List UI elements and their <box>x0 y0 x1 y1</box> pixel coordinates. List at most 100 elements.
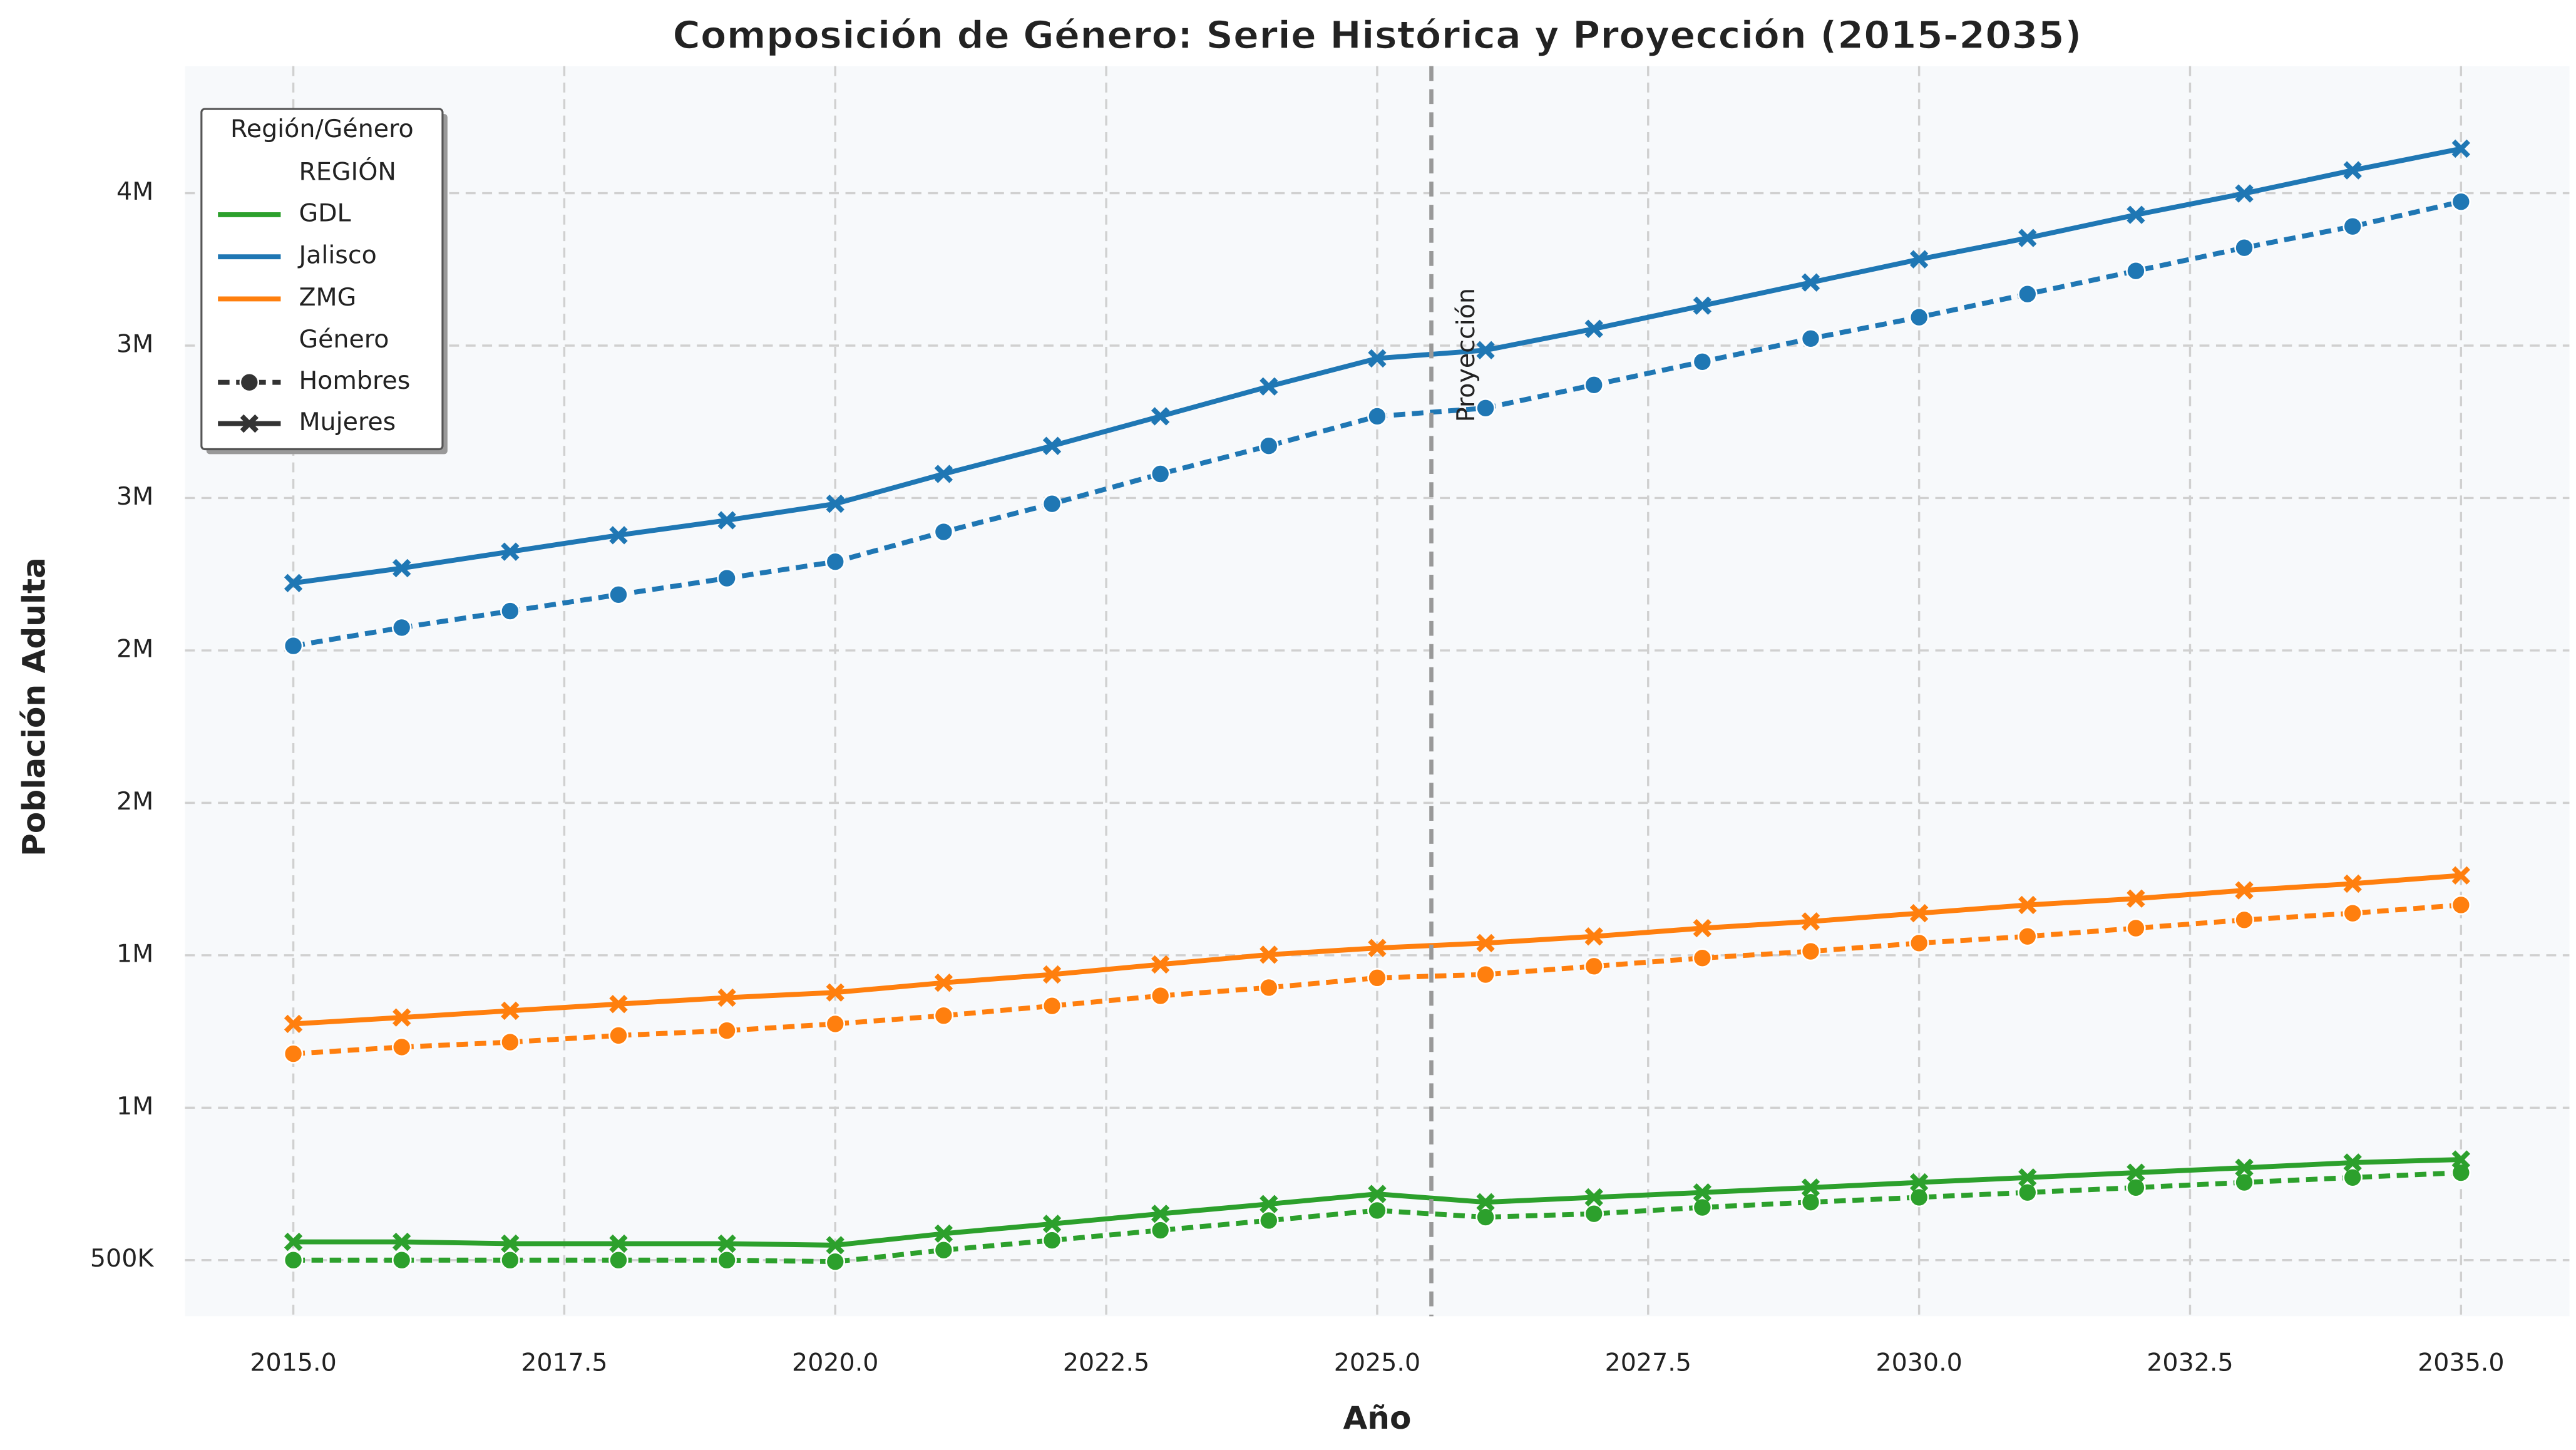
marker <box>284 1014 303 1034</box>
legend-header: Género <box>299 325 389 354</box>
marker <box>2018 1168 2037 1187</box>
marker <box>608 1026 629 1046</box>
marker <box>1368 1185 1387 1203</box>
marker <box>1584 319 1603 338</box>
marker <box>2018 895 2037 915</box>
marker <box>609 526 628 545</box>
marker <box>1150 1220 1171 1240</box>
marker <box>393 1008 411 1027</box>
legend-label: GDL <box>299 198 351 227</box>
marker <box>609 995 628 1014</box>
marker <box>1909 903 1929 923</box>
marker <box>1042 1215 1062 1233</box>
marker <box>1150 464 1171 484</box>
marker <box>393 1232 411 1252</box>
y-tick-label: 1M <box>116 939 153 968</box>
x-tick-label: 2020.0 <box>792 1348 878 1377</box>
marker <box>826 1236 844 1255</box>
marker <box>2451 866 2470 885</box>
marker <box>1258 977 1279 998</box>
marker <box>717 988 736 1007</box>
y-axis-label: Población Adulta <box>16 557 53 856</box>
marker <box>391 1250 412 1270</box>
chart-title: Composición de Género: Serie Histórica y… <box>672 14 2081 58</box>
x-tick-label: 2017.5 <box>521 1348 607 1377</box>
marker <box>1150 985 1171 1006</box>
marker <box>2235 881 2254 900</box>
marker <box>2451 1150 2470 1169</box>
marker <box>608 1250 629 1270</box>
x-tick-label: 2030.0 <box>1876 1348 1962 1377</box>
marker <box>1475 1207 1496 1227</box>
x-tick-label: 2027.5 <box>1605 1348 1691 1377</box>
marker <box>1800 941 1821 962</box>
marker <box>240 414 259 433</box>
marker <box>825 552 846 572</box>
marker <box>1042 493 1062 514</box>
projection-label: Proyección <box>1452 288 1480 422</box>
marker <box>283 1044 304 1064</box>
marker <box>391 617 412 638</box>
marker <box>934 465 953 483</box>
y-tick-label: 2M <box>116 634 153 663</box>
legend-label: Jalisco <box>297 241 376 270</box>
marker <box>609 1234 628 1253</box>
marker <box>2126 1178 2146 1198</box>
marker <box>2127 205 2145 224</box>
marker <box>2343 1153 2362 1172</box>
marker <box>717 1021 737 1041</box>
y-tick-label: 3M <box>116 482 153 511</box>
marker <box>1260 377 1278 396</box>
marker <box>934 973 953 992</box>
marker <box>2234 1172 2254 1193</box>
marker <box>825 1252 846 1272</box>
marker <box>1909 307 1929 327</box>
marker <box>2126 918 2146 938</box>
legend-title: Región/Género <box>230 115 414 143</box>
legend: Región/Género REGIÓN GDL Jalisco ZMG Género Ho… <box>200 108 448 455</box>
marker <box>717 1234 736 1253</box>
marker <box>1367 406 1387 426</box>
x-axis-label: Año <box>1343 1399 1411 1436</box>
marker <box>1475 398 1496 418</box>
marker <box>501 542 520 561</box>
marker <box>933 1240 954 1260</box>
legend-label: ZMG <box>299 283 356 312</box>
marker <box>1042 995 1062 1016</box>
marker <box>1476 1193 1495 1211</box>
series-line <box>293 1170 2461 1265</box>
y-tick-label: 3M <box>116 330 153 359</box>
x-tick-label: 2032.5 <box>2147 1348 2233 1377</box>
marker <box>2343 1167 2363 1188</box>
marker <box>934 1224 953 1243</box>
marker <box>283 635 304 656</box>
y-tick-label: 500K <box>90 1244 154 1273</box>
marker <box>2235 1158 2254 1177</box>
marker <box>608 584 629 605</box>
y-tick-label: 4M <box>116 177 153 206</box>
marker <box>825 1014 846 1034</box>
marker <box>1042 436 1062 455</box>
marker <box>2343 216 2363 237</box>
marker <box>2234 910 2254 930</box>
legend-label: Mujeres <box>299 408 396 436</box>
y-tick-label: 2M <box>116 787 153 816</box>
axes: 2015.0 2017.5 2020.0 2022.5 2025.0 2027.5 2030… <box>90 66 2505 1377</box>
marker <box>1367 1200 1387 1221</box>
marker <box>1692 351 1713 372</box>
marker <box>2343 903 2363 923</box>
marker <box>1476 341 1495 359</box>
marker <box>284 1232 303 1252</box>
marker <box>2017 284 2038 304</box>
marker <box>1693 918 1712 938</box>
marker <box>500 1032 520 1052</box>
marker <box>1151 407 1170 426</box>
marker <box>501 1234 520 1253</box>
marker <box>1584 956 1604 977</box>
marker <box>2235 184 2254 203</box>
marker <box>1367 968 1387 988</box>
marker <box>717 568 737 589</box>
marker <box>717 511 736 530</box>
